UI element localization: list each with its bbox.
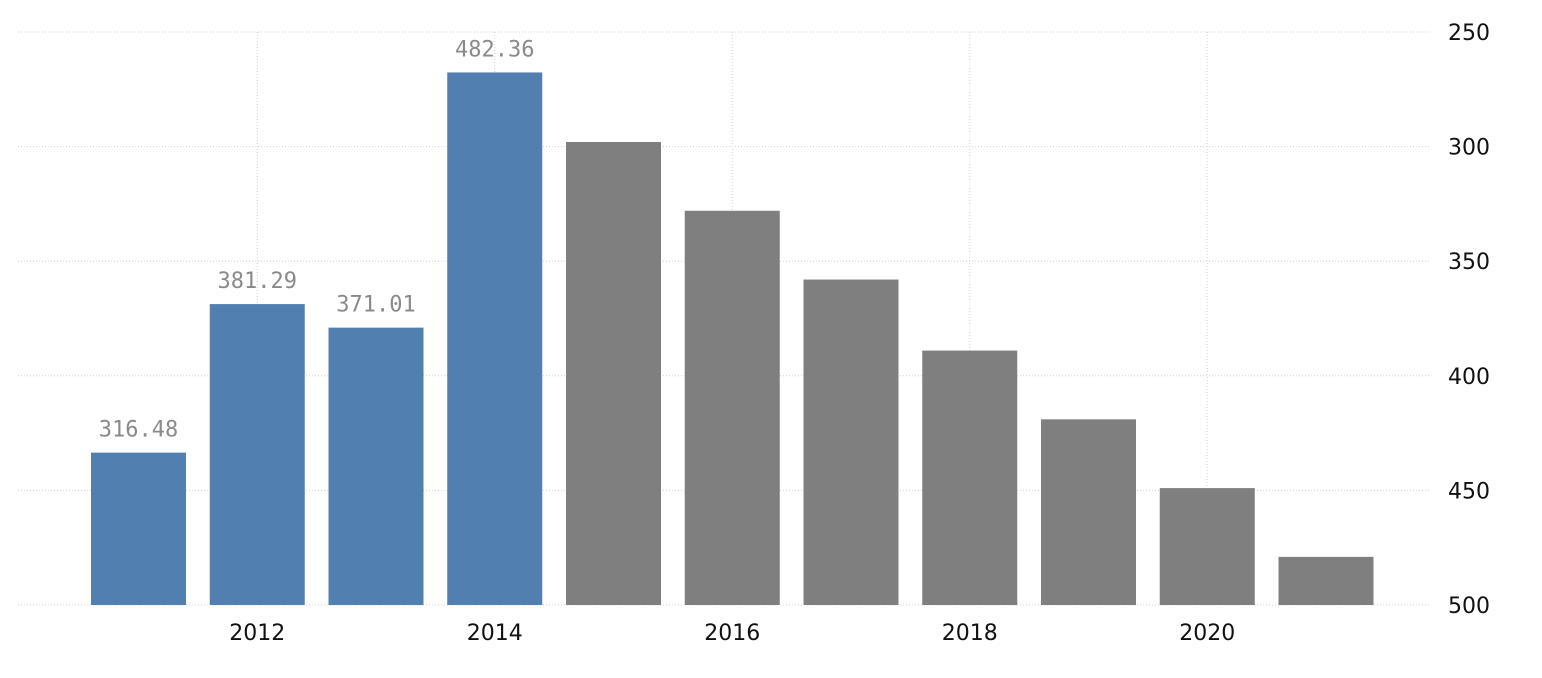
bars [91,72,1374,606]
x-tick-label-2016: 2016 [704,621,760,646]
y-tick-label-400: 350 [1448,250,1490,275]
x-tick-label-2020: 2020 [1179,621,1235,646]
x-axis-ticks: 2012 2014 2016 2018 2020 [229,621,1235,646]
y-axis-ticks: 500 450 400 350 300 250 [1448,21,1490,619]
bar-2017 [803,279,899,605]
data-label-2014: 482.36 [455,37,534,62]
bar-2015 [566,142,661,606]
bar-2011 [91,452,186,605]
data-labels: 316.48 381.29 371.01 482.36 [99,37,535,442]
y-tick-label-300: 450 [1448,479,1490,504]
x-tick-label-2018: 2018 [942,621,998,646]
bar-2020 [1159,488,1255,605]
x-tick-label-2012: 2012 [229,621,285,646]
bar-2019 [1041,419,1136,605]
bar-2021 [1278,556,1374,605]
bar-2013 [328,327,424,605]
y-tick-label-250: 500 [1448,594,1490,619]
bar-2016 [684,210,780,605]
y-tick-label-450: 300 [1448,136,1490,161]
bar-2012 [209,304,305,605]
data-label-2012: 381.29 [218,269,297,294]
bar-2014 [447,72,543,605]
data-label-2013: 371.01 [336,293,415,318]
data-label-2011: 316.48 [99,418,178,443]
y-tick-label-350: 400 [1448,365,1490,390]
x-tick-label-2014: 2014 [467,621,523,646]
bar-2018 [922,350,1018,605]
y-tick-label-500: 250 [1448,21,1490,46]
